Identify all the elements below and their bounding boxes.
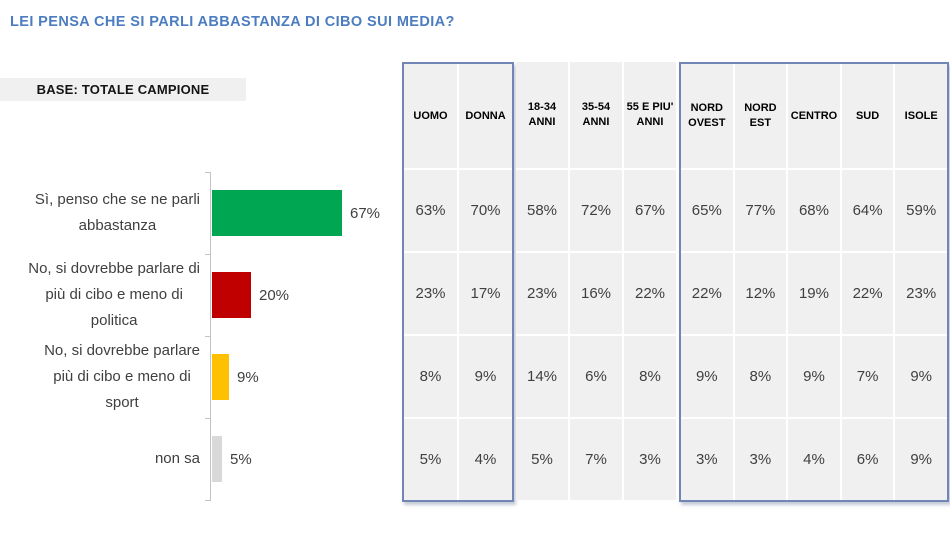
table-cell: 17% — [459, 253, 512, 334]
axis-tick — [205, 500, 210, 501]
chart-axis-line — [210, 172, 211, 501]
table-cell: 77% — [734, 170, 787, 251]
table-cell: 14% — [516, 336, 568, 417]
bar-value: 9% — [237, 368, 259, 386]
table-cell: 9% — [681, 336, 733, 417]
table-cell: 6% — [841, 419, 894, 500]
chart-row: non sa 5% — [0, 418, 400, 500]
table-group-age: 18-34 ANNI 35-54 ANNI 55 E PIU' ANNI 58%… — [516, 62, 676, 500]
table-cell: 6% — [570, 336, 622, 417]
table-cell: 3% — [734, 419, 787, 500]
table-cell: 8% — [404, 336, 457, 417]
table-group-region: NORD OVEST NORD EST CENTRO SUD ISOLE 65%… — [679, 62, 949, 502]
table-cell: 8% — [734, 336, 787, 417]
bar-non-sa — [212, 436, 222, 482]
table-cell: 16% — [570, 253, 622, 334]
table-cell: 23% — [404, 253, 457, 334]
bar-meno-politica — [212, 272, 251, 318]
category-label: No, si dovrebbe parlare di più di cibo e… — [28, 259, 200, 330]
chart-row: No, si dovrebbe parlare di più di cibo e… — [0, 254, 400, 336]
page-title: LEI PENSA CHE SI PARLI ABBASTANZA DI CIB… — [10, 14, 455, 30]
table-cell: 65% — [681, 170, 733, 251]
category-label: Sì, penso che se ne parli abbastanza — [34, 190, 200, 234]
axis-tick — [205, 172, 210, 173]
axis-tick — [205, 336, 210, 337]
table-cell: 22% — [841, 253, 894, 334]
table-cell: 9% — [895, 419, 947, 500]
column-header: UOMO — [404, 64, 457, 168]
table-cell: 4% — [459, 419, 512, 500]
column-header: SUD — [841, 64, 894, 168]
bar-value: 67% — [350, 204, 381, 222]
base-label: BASE: TOTALE CAMPIONE — [0, 78, 246, 101]
table-cell: 7% — [570, 419, 622, 500]
table-cell: 9% — [895, 336, 947, 417]
table-cell: 58% — [516, 170, 568, 251]
table-cell: 5% — [404, 419, 457, 500]
table-cell: 22% — [681, 253, 733, 334]
column-header: 55 E PIU' ANNI — [624, 62, 676, 168]
table-cell: 63% — [404, 170, 457, 251]
column-header: ISOLE — [895, 64, 947, 168]
table-cell: 67% — [624, 170, 676, 251]
chart-row: Sì, penso che se ne parli abbastanza 67% — [0, 172, 400, 254]
bar-si-abbastanza — [212, 190, 342, 236]
table-cell: 3% — [624, 419, 676, 500]
chart-row: No, si dovrebbe parlare più di cibo e me… — [0, 336, 400, 418]
table-cell: 23% — [895, 253, 947, 334]
bar-chart: Sì, penso che se ne parli abbastanza 67%… — [0, 172, 400, 500]
axis-tick — [205, 254, 210, 255]
table-cell: 12% — [734, 253, 787, 334]
crosstab-table: UOMO DONNA 63% 70% 23% 17% 8% 9% 5% 4% 1… — [402, 62, 949, 502]
column-header: 18-34 ANNI — [516, 62, 568, 168]
table-cell: 3% — [681, 419, 733, 500]
column-header: NORD OVEST — [681, 64, 733, 168]
table-cell: 70% — [459, 170, 512, 251]
column-header: 35-54 ANNI — [570, 62, 622, 168]
table-cell: 59% — [895, 170, 947, 251]
bar-meno-sport — [212, 354, 229, 400]
category-label: No, si dovrebbe parlare più di cibo e me… — [44, 341, 200, 412]
table-cell: 7% — [841, 336, 894, 417]
column-header: CENTRO — [788, 64, 840, 168]
table-cell: 19% — [788, 253, 840, 334]
category-label: non sa — [154, 449, 200, 467]
bar-value: 20% — [259, 286, 290, 304]
column-header: NORD EST — [734, 64, 787, 168]
table-cell: 68% — [788, 170, 840, 251]
table-cell: 22% — [624, 253, 676, 334]
table-cell: 9% — [459, 336, 512, 417]
table-cell: 23% — [516, 253, 568, 334]
axis-tick — [205, 418, 210, 419]
table-cell: 64% — [841, 170, 894, 251]
bar-value: 5% — [230, 450, 252, 468]
table-group-gender: UOMO DONNA 63% 70% 23% 17% 8% 9% 5% 4% — [402, 62, 514, 502]
table-cell: 4% — [788, 419, 840, 500]
table-cell: 9% — [788, 336, 840, 417]
column-header: DONNA — [459, 64, 512, 168]
table-cell: 5% — [516, 419, 568, 500]
table-cell: 8% — [624, 336, 676, 417]
table-cell: 72% — [570, 170, 622, 251]
